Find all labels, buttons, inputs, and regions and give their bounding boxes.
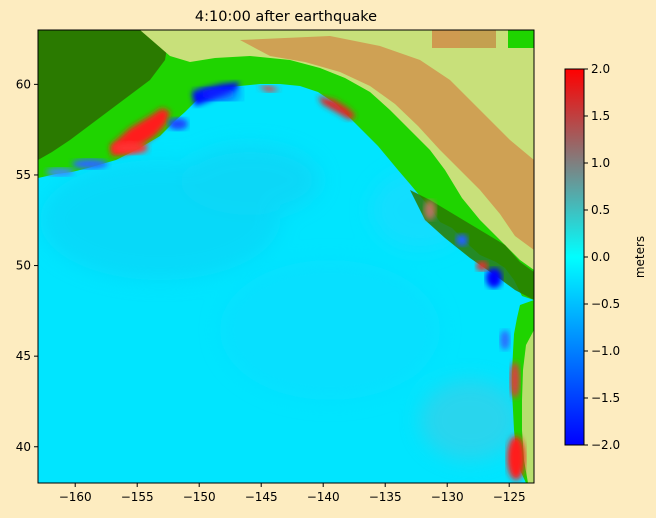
colorbar-tick-label: 2.0 [591, 62, 610, 76]
x-axis: −160 −155 −150 −145 −140 −135 −130 −125 [59, 483, 526, 504]
x-tick-label: −130 [431, 490, 464, 504]
colorbar: −2.0 −1.5 −1.0 −0.5 0.0 0.5 1.0 1.5 2.0 meters [564, 62, 647, 452]
x-tick-label: −125 [493, 490, 526, 504]
colorbar-ticks: −2.0 −1.5 −1.0 −0.5 0.0 0.5 1.0 1.5 2.0 [584, 62, 620, 452]
plot-frame [37, 29, 535, 484]
colorbar-label: meters [633, 236, 647, 278]
colorbar-gradient [564, 68, 585, 446]
x-tick-label: −135 [369, 490, 402, 504]
x-tick-label: −155 [121, 490, 154, 504]
x-tick-label: −150 [183, 490, 216, 504]
y-tick-label: 60 [16, 77, 31, 91]
map-plot-area [38, 30, 534, 483]
colorbar-tick-label: −2.0 [591, 438, 620, 452]
colorbar-tick-label: 1.0 [591, 156, 610, 170]
colorbar-tick-label: −0.5 [591, 297, 620, 311]
colorbar-tick-label: −1.0 [591, 344, 620, 358]
colorbar-tick-label: 0.5 [591, 203, 610, 217]
land-alaska [38, 30, 534, 300]
wave-anomalies [46, 82, 525, 480]
colorbar-tick-label: −1.5 [591, 391, 620, 405]
x-tick-label: −140 [307, 490, 340, 504]
y-tick-label: 55 [16, 168, 31, 182]
y-axis: 40 45 50 55 60 [16, 77, 38, 454]
y-tick-label: 40 [16, 440, 31, 454]
x-tick-label: −145 [245, 490, 278, 504]
colorbar-tick-label: 1.5 [591, 109, 610, 123]
x-tick-label: −160 [59, 490, 92, 504]
y-tick-label: 50 [16, 259, 31, 273]
y-tick-label: 45 [16, 349, 31, 363]
colorbar-tick-label: 0.0 [591, 250, 610, 264]
chart-title: 4:10:00 after earthquake [195, 9, 377, 25]
